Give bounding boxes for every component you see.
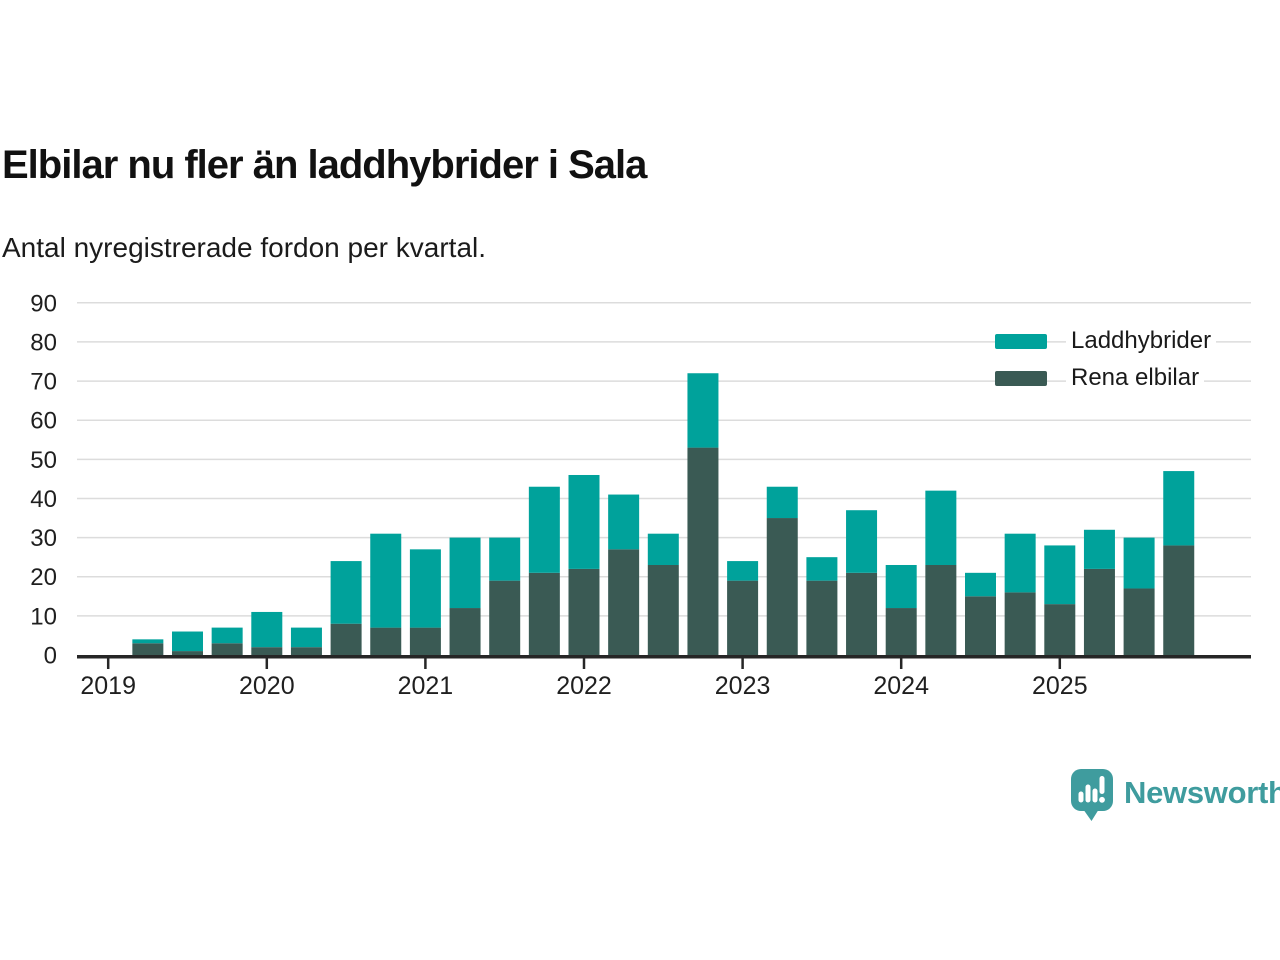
- bar-segment-laddhybrider: [528, 486, 560, 573]
- bar-segment-laddhybrider: [806, 557, 838, 581]
- bar-segment-laddhybrider: [449, 537, 481, 609]
- bar-segment-rena-elbilar: [1163, 545, 1195, 655]
- bar-segment-rena-elbilar: [211, 643, 243, 655]
- y-axis-tick-label: 60: [30, 408, 57, 435]
- bar-segment-rena-elbilar: [568, 568, 600, 655]
- bar-segment-rena-elbilar: [727, 580, 759, 655]
- bar-segment-rena-elbilar: [925, 564, 957, 655]
- bar-segment-laddhybrider: [1123, 537, 1155, 589]
- bar-segment-laddhybrider: [132, 639, 164, 644]
- bar-segment-laddhybrider: [370, 533, 402, 628]
- legend-swatch: [995, 333, 1047, 349]
- chart-legend: Laddhybrider Rena elbilar: [995, 327, 1217, 402]
- legend-item: Rena elbilar: [995, 364, 1216, 392]
- y-axis-tick-label: 0: [44, 643, 57, 670]
- x-axis-tick-label: 2024: [873, 672, 929, 700]
- bar-segment-laddhybrider: [568, 474, 600, 569]
- bar-segment-rena-elbilar: [766, 518, 798, 655]
- y-axis-tick-label: 90: [30, 290, 57, 317]
- bar-segment-rena-elbilar: [1004, 592, 1036, 655]
- bar-segment-laddhybrider: [965, 572, 996, 597]
- bar-segment-rena-elbilar: [409, 627, 441, 655]
- bar-segment-rena-elbilar: [1123, 588, 1155, 655]
- bar-segment-rena-elbilar: [528, 572, 560, 655]
- bar-segment-rena-elbilar: [330, 623, 362, 655]
- bar-segment-laddhybrider: [1004, 533, 1036, 593]
- legend-label: Rena elbilar: [1066, 364, 1205, 392]
- x-axis-tick-label: 2021: [398, 672, 454, 700]
- bar-segment-laddhybrider: [489, 537, 521, 581]
- bar-segment-rena-elbilar: [846, 572, 878, 655]
- y-axis-tick-label: 30: [30, 525, 57, 552]
- bar-segment-laddhybrider: [766, 486, 798, 519]
- newsworthy-logo: Newsworthy: [1070, 768, 1280, 823]
- legend-label: Laddhybrider: [1066, 327, 1217, 355]
- bar-segment-laddhybrider: [925, 490, 957, 565]
- bar-segment-laddhybrider: [1083, 529, 1115, 569]
- bar-segment-rena-elbilar: [885, 608, 917, 655]
- bar-segment-laddhybrider: [409, 549, 441, 628]
- bar-segment-laddhybrider: [211, 627, 243, 644]
- bar-segment-laddhybrider: [727, 561, 759, 581]
- chart-subtitle: Antal nyregistrerade fordon per kvartal.: [2, 232, 487, 263]
- bar-segment-rena-elbilar: [290, 647, 322, 655]
- bar-segment-laddhybrider: [172, 631, 203, 652]
- x-axis-tick-label: 2025: [1032, 672, 1088, 700]
- x-axis-tick-label: 2022: [556, 672, 612, 700]
- bar-segment-rena-elbilar: [965, 596, 996, 655]
- y-axis-tick-label: 10: [30, 603, 57, 630]
- bar-segment-laddhybrider: [687, 373, 719, 448]
- bar-segment-laddhybrider: [647, 533, 679, 565]
- bar-segment-rena-elbilar: [1083, 568, 1115, 655]
- newsworthy-logo-icon: [1071, 769, 1113, 821]
- y-axis-tick-label: 80: [30, 329, 57, 356]
- bar-segment-laddhybrider: [608, 494, 640, 550]
- x-axis-tick-label: 2023: [715, 672, 771, 700]
- chart-title: Elbilar nu fler än laddhybrider i Sala: [2, 143, 647, 187]
- legend-item: Laddhybrider: [995, 327, 1217, 355]
- bar-segment-laddhybrider: [1044, 545, 1076, 605]
- bar-segment-laddhybrider: [846, 510, 878, 573]
- legend-swatch: [995, 370, 1047, 386]
- y-axis-tick-label: 50: [30, 447, 57, 474]
- y-axis-tick-label: 70: [30, 369, 57, 396]
- bar-segment-rena-elbilar: [172, 651, 203, 655]
- x-axis-tick-label: 2019: [80, 672, 136, 700]
- bar-segment-laddhybrider: [885, 564, 917, 609]
- bar-segment-rena-elbilar: [489, 580, 521, 655]
- bar-segment-laddhybrider: [1163, 471, 1195, 546]
- bar-segment-rena-elbilar: [251, 647, 283, 655]
- bar-segment-rena-elbilar: [370, 627, 402, 655]
- newsworthy-wordmark: Newsworthy: [1124, 775, 1280, 810]
- x-axis-tick-label: 2020: [239, 672, 295, 700]
- bar-segment-rena-elbilar: [608, 549, 640, 655]
- bar-segment-laddhybrider: [330, 561, 362, 624]
- bar-segment-laddhybrider: [251, 611, 283, 648]
- bar-segment-laddhybrider: [290, 627, 322, 648]
- bar-segment-rena-elbilar: [132, 643, 164, 655]
- bar-segment-rena-elbilar: [647, 564, 679, 655]
- bar-segment-rena-elbilar: [1044, 604, 1076, 655]
- bar-segment-rena-elbilar: [449, 608, 481, 655]
- y-axis-tick-label: 40: [30, 486, 57, 513]
- y-axis-tick-label: 20: [30, 564, 57, 591]
- bar-segment-rena-elbilar: [806, 580, 838, 655]
- bar-segment-rena-elbilar: [687, 447, 719, 655]
